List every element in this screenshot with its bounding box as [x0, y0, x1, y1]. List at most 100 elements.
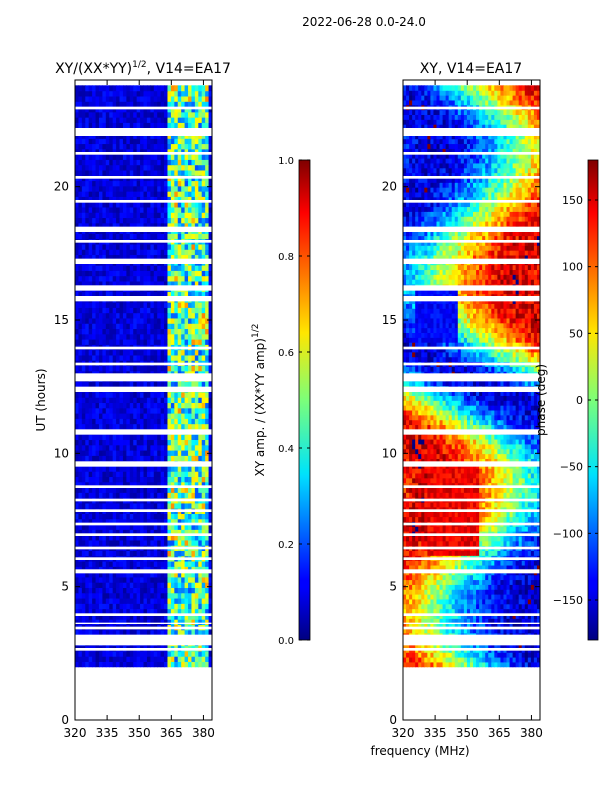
heatmap-cell — [92, 582, 97, 588]
heatmap-cell — [406, 652, 410, 658]
heatmap-cell — [167, 95, 172, 102]
heatmap-cell — [150, 90, 155, 97]
heatmap-cell — [88, 439, 93, 446]
heatmap-cell — [177, 619, 182, 625]
heatmap-cell — [129, 117, 134, 123]
heatmap-cell — [167, 291, 172, 298]
heatmap-cell — [109, 249, 114, 256]
heatmap-cell — [421, 656, 425, 663]
heatmap-cell — [119, 185, 124, 192]
heatmap-cell — [191, 566, 196, 573]
heatmap-cell — [95, 206, 100, 213]
heatmap-cell — [194, 449, 199, 456]
heatmap-cell — [153, 381, 158, 388]
heatmap-cell — [140, 629, 145, 636]
heatmap-cell — [78, 650, 83, 657]
heatmap-cell — [194, 402, 199, 409]
heatmap-cell — [143, 117, 148, 123]
heatmap-cell — [184, 603, 189, 610]
heatmap-cell — [160, 222, 165, 229]
heatmap-cell — [164, 534, 169, 541]
heatmap-cell — [126, 476, 131, 483]
heatmap-cell — [102, 138, 107, 145]
heatmap-cell — [181, 106, 186, 113]
heatmap-cell — [126, 323, 131, 330]
heatmap-cell — [160, 434, 165, 441]
heatmap-cell — [92, 629, 97, 636]
heatmap-cell — [494, 656, 498, 663]
heatmap-cell — [98, 111, 103, 118]
heatmap-cell — [198, 302, 203, 308]
heatmap-cell — [109, 381, 114, 388]
heatmap-cell — [105, 196, 110, 203]
heatmap-cell — [102, 619, 107, 625]
heatmap-cell — [119, 449, 124, 456]
heatmap-cell — [174, 159, 179, 166]
heatmap-cell — [105, 518, 110, 525]
heatmap-cell — [153, 85, 158, 92]
heatmap-cell — [150, 328, 155, 335]
heatmap-cell — [457, 652, 462, 658]
heatmap-cell — [164, 323, 169, 330]
heatmap-cell — [95, 603, 100, 610]
heatmap-cell — [188, 312, 193, 319]
heatmap-cell — [160, 333, 165, 340]
heatmap-cell — [112, 275, 117, 282]
heatmap-cell — [191, 613, 196, 620]
heatmap-cell — [153, 434, 158, 441]
heatmap-cell — [129, 650, 134, 657]
data-gap — [75, 373, 212, 382]
heatmap-cell — [518, 613, 523, 619]
heatmap-cell — [157, 333, 162, 340]
heatmap-cell — [92, 106, 97, 113]
heatmap-cell — [191, 196, 196, 203]
heatmap-cell — [198, 354, 203, 361]
heatmap-cell — [126, 603, 131, 610]
heatmap-cell — [188, 539, 193, 546]
heatmap-cell — [409, 618, 413, 624]
heatmap-cell — [143, 476, 148, 483]
heatmap-cell — [129, 180, 134, 187]
heatmap-cell — [205, 550, 210, 557]
heatmap-cell — [112, 249, 117, 256]
heatmap-cell — [133, 280, 138, 287]
heatmap-cell — [105, 254, 110, 261]
heatmap-cell — [485, 618, 489, 624]
heatmap-cell — [497, 652, 502, 658]
heatmap-cell — [454, 627, 459, 634]
heatmap-cell — [184, 381, 189, 388]
heatmap-cell — [164, 529, 169, 536]
heatmap-cell — [466, 661, 471, 668]
heatmap-cell — [133, 407, 138, 414]
heatmap-cell — [122, 439, 127, 446]
heatmap-cell — [500, 656, 505, 663]
heatmap-cell — [136, 423, 141, 430]
heatmap-cell — [129, 159, 134, 166]
heatmap-cell — [208, 148, 212, 155]
heatmap-cell — [140, 523, 145, 530]
heatmap-cell — [536, 656, 540, 663]
heatmap-cell — [201, 333, 206, 340]
heatmap-cell — [184, 661, 189, 668]
heatmap-cell — [494, 613, 498, 619]
heatmap-cell — [205, 576, 210, 583]
heatmap-cell — [146, 169, 151, 176]
heatmap-cell — [205, 613, 210, 620]
heatmap-cell — [116, 502, 121, 509]
heatmap-cell — [88, 339, 93, 345]
heatmap-cell — [208, 603, 212, 610]
heatmap-cell — [88, 154, 93, 160]
heatmap-cell — [119, 608, 124, 615]
heatmap-cell — [198, 619, 203, 625]
heatmap-cell — [102, 122, 107, 129]
heatmap-cell — [476, 618, 480, 624]
heatmap-cell — [75, 233, 80, 240]
heatmap-cell — [191, 603, 196, 610]
heatmap-cell — [85, 391, 90, 398]
heatmap-cell — [191, 111, 196, 118]
heatmap-cell — [92, 502, 97, 509]
heatmap-cell — [146, 95, 151, 102]
heatmap-cell — [177, 381, 182, 388]
heatmap-cell — [140, 534, 145, 541]
heatmap-cell — [95, 629, 100, 636]
